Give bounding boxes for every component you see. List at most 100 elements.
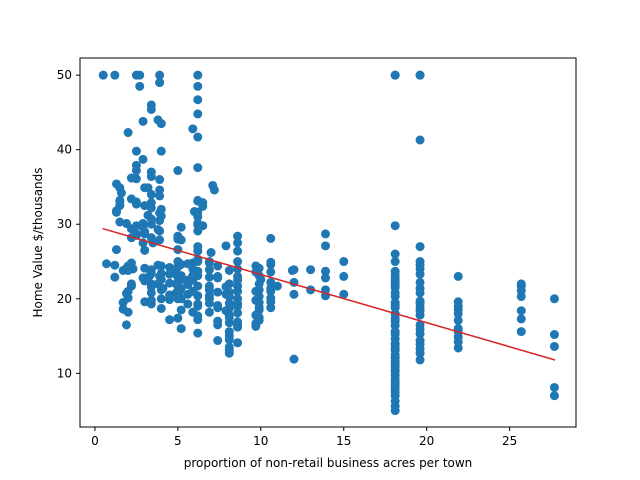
scatter-point <box>213 271 223 281</box>
scatter-point <box>213 261 223 271</box>
scatter-point <box>204 307 214 317</box>
scatter-point <box>390 70 400 80</box>
scatter-point <box>140 276 150 286</box>
scatter-point <box>233 257 243 267</box>
scatter-point <box>165 315 175 325</box>
scatter-point <box>183 259 193 269</box>
scatter-point <box>138 154 148 164</box>
scatter-point <box>173 257 183 267</box>
scatter-point <box>135 70 145 80</box>
scatter-point <box>121 320 131 330</box>
x-tick-label: 25 <box>502 434 517 448</box>
scatter-point <box>155 191 165 201</box>
scatter-point <box>339 257 349 267</box>
scatter-point <box>165 269 175 279</box>
y-tick-label: 20 <box>57 292 72 306</box>
scatter-point <box>98 70 108 80</box>
scatter-point <box>193 207 203 217</box>
scatter-point <box>193 246 203 256</box>
scatter-point <box>131 197 141 207</box>
scatter-point <box>146 172 156 182</box>
scatter-point <box>224 265 234 275</box>
scatter-point <box>224 345 234 355</box>
scatter-point <box>266 283 276 293</box>
y-tick-label: 10 <box>57 366 72 380</box>
scatter-point <box>111 245 121 255</box>
x-axis-ticks: 0 5 10 15 20 25 <box>91 427 517 448</box>
scatter-point <box>251 295 261 305</box>
scatter-point <box>213 303 223 313</box>
scatter-point <box>173 166 183 176</box>
scatter-point <box>224 318 234 328</box>
scatter-point <box>146 203 156 213</box>
scatter-point <box>156 303 166 313</box>
scatter-point <box>140 263 150 273</box>
scatter-point <box>549 341 559 351</box>
scatter-point <box>415 242 425 252</box>
scatter-point <box>165 290 175 300</box>
scatter-point <box>321 266 331 276</box>
x-tick-label: 15 <box>336 434 351 448</box>
scatter-point <box>233 338 243 348</box>
scatter-point <box>193 132 203 142</box>
scatter-point <box>254 305 264 315</box>
scatter-point <box>209 185 219 195</box>
plot-frame <box>79 57 577 428</box>
scatter-point <box>233 286 243 296</box>
scatter-point <box>415 269 425 279</box>
scatter-point <box>339 271 349 281</box>
scatter-point <box>516 327 526 337</box>
y-axis-ticks: 10 20 30 40 50 <box>57 68 80 380</box>
scatter-point <box>206 248 216 258</box>
scatter-point <box>224 335 234 345</box>
scatter-point <box>233 301 243 311</box>
scatter-point <box>415 70 425 80</box>
scatter-point <box>415 288 425 298</box>
scatter-point <box>516 292 526 302</box>
scatter-point <box>233 322 243 332</box>
scatter-point <box>156 146 166 156</box>
scatter-point <box>110 70 120 80</box>
scatter-point <box>549 330 559 340</box>
scatter-point <box>321 273 331 283</box>
scatter-point <box>116 188 126 198</box>
scatter-point <box>155 208 165 218</box>
scatter-point <box>146 295 156 305</box>
scatter-point <box>193 328 203 338</box>
scatter-point <box>131 229 141 239</box>
scatter-point <box>415 260 425 270</box>
scatter-point <box>188 124 198 134</box>
scatter-point <box>173 234 183 244</box>
scatter-point <box>224 292 234 302</box>
scatter-point <box>415 310 425 320</box>
scatter-point <box>306 265 316 275</box>
scatter-point <box>390 359 400 369</box>
scatter-point <box>213 336 223 346</box>
scatter-point <box>390 249 400 259</box>
scatter-point <box>193 218 203 228</box>
scatter-point <box>171 265 181 275</box>
scatter-point <box>155 78 165 88</box>
scatter-point <box>183 275 193 285</box>
scatter-point <box>155 216 165 226</box>
scatter-point <box>183 289 193 299</box>
scatter-point <box>266 267 276 277</box>
scatter-point <box>193 70 203 80</box>
scatter-point <box>266 293 276 303</box>
scatter-point <box>111 206 121 216</box>
scatter-point <box>193 301 203 311</box>
scatter-point <box>155 235 165 245</box>
scatter-point <box>204 298 214 308</box>
scatter-point <box>233 308 243 318</box>
scatter-point <box>110 260 120 270</box>
scatter-point <box>251 318 261 328</box>
scatter-point <box>140 245 150 255</box>
scatter-point <box>176 324 186 334</box>
scatter-point <box>126 279 136 289</box>
scatter-point <box>131 166 141 176</box>
scatter-point <box>204 272 214 282</box>
scatter-point <box>176 222 186 232</box>
scatter-point <box>390 221 400 231</box>
scatter-point <box>390 313 400 323</box>
